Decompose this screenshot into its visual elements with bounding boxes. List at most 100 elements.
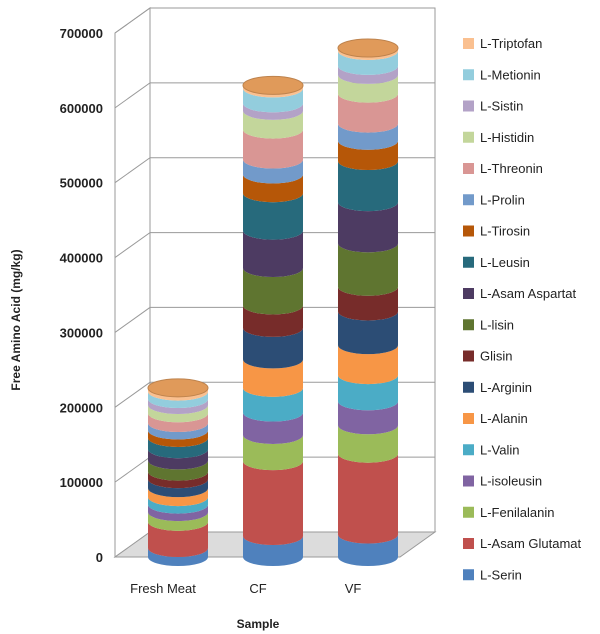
bar-segment-l-valin: [243, 387, 303, 422]
legend-label: L-Tirosin: [480, 224, 530, 239]
bar-segment-l-lisin: [338, 243, 398, 296]
legend-item: L-Leusin: [463, 255, 530, 270]
bar-segment-l-histidin: [338, 74, 398, 103]
y-tick-label: 200000: [60, 400, 103, 415]
bar-top-cap: [337, 38, 399, 58]
y-tick-label: 700000: [60, 26, 103, 41]
bar-segment-glisin: [148, 471, 208, 489]
legend-swatch: [463, 350, 474, 362]
bars: [147, 38, 399, 566]
bar-segment-l-lisin: [148, 460, 208, 481]
y-axis-title: Free Amino Acid (mg/kg): [9, 249, 23, 390]
bar-segment-l-arginin: [243, 327, 303, 369]
legend-label: L-Triptofan: [480, 36, 542, 51]
bar-segment-l-metionin: [148, 391, 208, 409]
legend-item: L-Triptofan: [463, 36, 542, 51]
legend-swatch: [463, 506, 474, 518]
legend-label: L-Metionin: [480, 67, 541, 82]
bar-segment-l-sistin: [148, 399, 208, 415]
bar-segment-l-tirosin: [148, 430, 208, 447]
legend-swatch: [463, 413, 474, 424]
legend-swatch: [463, 225, 474, 237]
left-wall: [114, 7, 151, 558]
legend-label: L-Prolin: [480, 192, 525, 207]
legend-swatch: [463, 100, 474, 112]
bar-segment-l-serin: [338, 534, 398, 566]
legend-swatch: [463, 194, 474, 206]
bar-segment-l-lisin: [243, 268, 303, 315]
x-category-label: CF: [249, 581, 266, 596]
bar-fresh-meat: [147, 378, 209, 566]
x-category-label: Fresh Meat: [130, 581, 196, 596]
legend-swatch: [463, 569, 474, 581]
legend-item: Glisin: [463, 349, 513, 364]
bar-segment-glisin: [338, 286, 398, 321]
legend-item: L-Asam Aspartat: [463, 286, 576, 301]
bar-segment-glisin: [243, 305, 303, 337]
legend-label: L-Valin: [480, 442, 520, 457]
legend-item: L-Tirosin: [463, 224, 530, 239]
bar-segment-l-isoleusin: [148, 504, 208, 522]
bar-segment-l-threonin: [243, 129, 303, 169]
bar-segment-l-asam-glutamat: [243, 461, 303, 546]
bar-segment-l-asam-glutamat: [338, 453, 398, 544]
legend-label: L-Serin: [480, 567, 522, 582]
bar-segment-l-histidin: [148, 405, 208, 423]
bar-segment-l-metionin: [338, 50, 398, 75]
legend-label: L-Asam Aspartat: [480, 286, 576, 301]
bar-segment-l-prolin: [243, 159, 303, 184]
bar-top-cap: [147, 378, 209, 398]
bar-segment-l-asam-aspartat: [148, 449, 208, 470]
legend-label: L-Threonin: [480, 161, 543, 176]
bar-cf: [242, 75, 304, 566]
legend-item: L-Histidin: [463, 130, 534, 145]
legend-label: L-Fenilalanin: [480, 505, 554, 520]
legend-item: L-Alanin: [463, 411, 528, 426]
legend-swatch: [463, 444, 474, 456]
bar-segment-l-prolin: [338, 123, 398, 150]
bar-segment-l-fenilalanin: [148, 512, 208, 531]
legend-label: L-Histidin: [480, 130, 534, 145]
legend-item: L-lisin: [463, 317, 514, 332]
bar-segment-l-asam-glutamat: [148, 521, 208, 558]
bar-segment-l-alanin: [243, 359, 303, 397]
bar-segment-l-histidin: [243, 110, 303, 139]
bar-segment-l-metionin: [243, 88, 303, 113]
legend-swatch: [463, 256, 474, 268]
legend-swatch: [463, 131, 474, 143]
legend: L-Triptofan L-Metionin L-Sistin L-Histidin L…: [463, 36, 582, 582]
bar-segment-l-triptofan: [148, 387, 208, 401]
bar-vf: [337, 38, 399, 566]
bar-segment-l-alanin: [148, 488, 208, 507]
bar-segment-l-tirosin: [338, 140, 398, 171]
legend-item: L-Prolin: [463, 192, 525, 207]
y-tick-label: 600000: [60, 101, 103, 116]
legend-item: L-Sistin: [463, 99, 523, 114]
bar-segment-l-alanin: [338, 345, 398, 385]
legend-item: L-Serin: [463, 567, 522, 582]
legend-swatch: [463, 475, 474, 487]
bar-segment-l-leusin: [243, 193, 303, 240]
legend-label: L-isoleusin: [480, 474, 542, 489]
bar-segment-l-serin: [243, 536, 303, 566]
bar-segment-l-asam-aspartat: [243, 230, 303, 278]
bar-segment-l-prolin: [148, 423, 208, 440]
y-tick-label: 100000: [60, 475, 103, 490]
legend-swatch: [463, 288, 474, 299]
bar-segment-l-asam-aspartat: [338, 202, 398, 253]
bar-segment-l-fenilalanin: [338, 425, 398, 463]
bar-top-cap: [242, 75, 304, 95]
legend-item: L-Asam Glutamat: [463, 536, 582, 551]
legend-swatch: [463, 538, 474, 549]
y-tick-label: 300000: [60, 325, 103, 340]
legend-swatch: [463, 381, 474, 393]
bar-segment-l-isoleusin: [338, 401, 398, 435]
legend-swatch: [463, 69, 474, 81]
bar-segment-l-fenilalanin: [243, 434, 303, 471]
y-axis-ticks: 0 100000 200000 300000 400000 500000 600000 700…: [60, 26, 103, 565]
legend-item: L-Threonin: [463, 161, 543, 176]
y-tick-label: 500000: [60, 176, 103, 191]
bar-segment-l-isoleusin: [243, 412, 303, 444]
bar-segment-l-sistin: [243, 103, 303, 120]
